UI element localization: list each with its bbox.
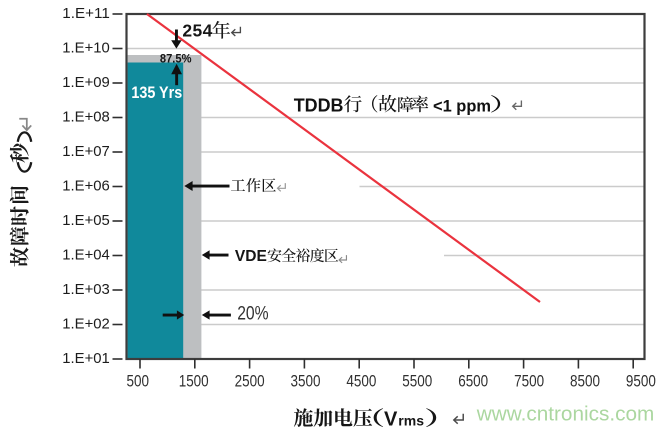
svg-text:9500: 9500 (626, 371, 656, 390)
svg-text:254: 254 (182, 20, 212, 40)
svg-text:1.E+09: 1.E+09 (62, 75, 110, 91)
svg-text:87.5%: 87.5% (160, 51, 192, 65)
svg-text:2500: 2500 (235, 371, 265, 390)
svg-text:rms: rms (398, 412, 424, 428)
svg-text:www.cntronics.com: www.cntronics.com (476, 403, 655, 425)
svg-text:3500: 3500 (291, 371, 321, 390)
svg-text:1.E+10: 1.E+10 (62, 40, 110, 56)
svg-text:7500: 7500 (514, 371, 544, 390)
svg-text:1.E+04: 1.E+04 (62, 247, 110, 263)
svg-text:20%: 20% (237, 304, 268, 325)
svg-text:1.E+01: 1.E+01 (62, 351, 110, 367)
svg-text:500: 500 (127, 371, 150, 390)
svg-text:1.E+03: 1.E+03 (62, 282, 110, 298)
svg-text:1.E+07: 1.E+07 (62, 144, 110, 160)
svg-text:5500: 5500 (402, 371, 432, 390)
svg-text:135 Yrs: 135 Yrs (131, 84, 182, 102)
svg-text:6500: 6500 (458, 371, 488, 390)
svg-text:1.E+11: 1.E+11 (62, 6, 110, 22)
svg-text:1.E+08: 1.E+08 (62, 109, 110, 125)
svg-text:1500: 1500 (179, 371, 209, 390)
svg-text:TDDB: TDDB (294, 96, 344, 116)
svg-text:<1 ppm: <1 ppm (433, 97, 491, 116)
svg-text:1.E+06: 1.E+06 (62, 178, 110, 194)
svg-text:4500: 4500 (346, 371, 376, 390)
svg-text:VDE: VDE (235, 248, 267, 265)
svg-text:1.E+02: 1.E+02 (62, 316, 110, 332)
svg-text:8500: 8500 (570, 371, 600, 390)
svg-text:1.E+05: 1.E+05 (62, 213, 110, 229)
svg-text:V: V (384, 408, 398, 430)
